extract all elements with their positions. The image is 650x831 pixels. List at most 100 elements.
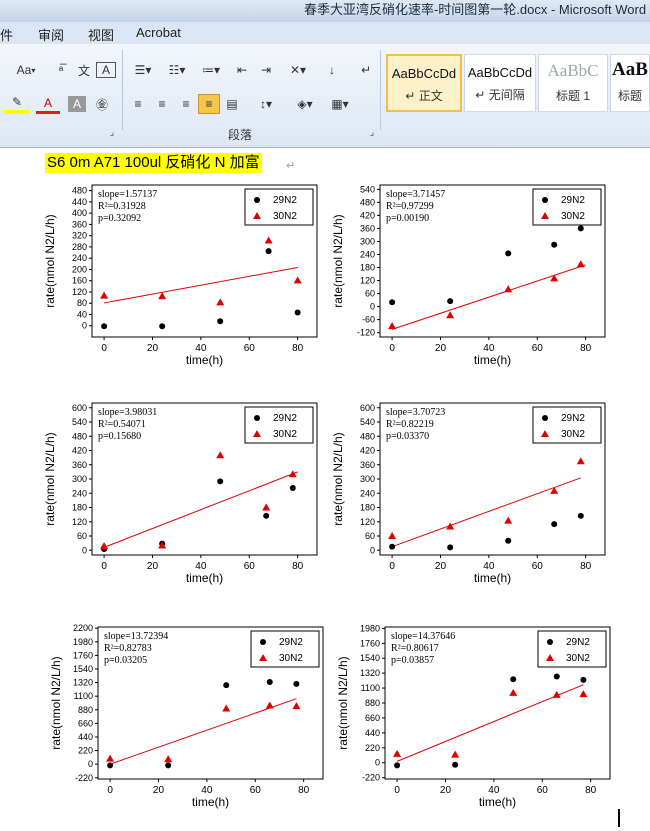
y-tick-label: 1980 <box>360 623 380 633</box>
point-29n2 <box>107 762 114 769</box>
point-29n2 <box>217 318 224 325</box>
align-right-icon[interactable]: ≡ <box>182 97 190 111</box>
style-heading-1[interactable]: AaBbC 标题 1 <box>538 54 608 112</box>
y-tick-label: 120 <box>72 517 87 527</box>
point-29n2 <box>577 512 584 519</box>
document-page[interactable]: S6 0m A71 100ul 反硝化 N 加富 ↵ 0 40 80 120 160 20… <box>0 149 650 831</box>
y-tick-label: 1540 <box>73 664 93 674</box>
enclosed-char-icon[interactable]: ㊎ <box>95 97 108 112</box>
multilevel-list-icon[interactable]: ≔▾ <box>201 63 221 77</box>
y-tick-label: 0 <box>82 545 87 555</box>
y-tick-label: 600 <box>72 403 87 413</box>
tab-review[interactable]: 审阅 <box>38 28 65 43</box>
y-tick-label: 0 <box>370 545 375 555</box>
point-30n2 <box>164 755 173 763</box>
point-30n2 <box>388 532 397 539</box>
x-tick-label: 0 <box>394 785 400 796</box>
change-case-button[interactable]: Aa ▾ <box>16 63 36 77</box>
y-tick-label: 120 <box>360 276 375 286</box>
point-30n2 <box>576 260 585 268</box>
x-tick-label: 20 <box>153 785 165 796</box>
x-tick-label: 20 <box>147 561 159 572</box>
line-spacing-icon[interactable]: ↕▾ <box>259 97 273 111</box>
tab-acrobat[interactable]: Acrobat <box>136 25 181 40</box>
legend-marker-29n2 <box>542 415 548 421</box>
x-axis-label: time(h) <box>186 353 223 367</box>
x-axis-label: time(h) <box>474 353 511 367</box>
point-29n2 <box>266 678 273 685</box>
y-tick-label: 480 <box>72 186 87 196</box>
style-normal[interactable]: AaBbCcDd ↵ 正文 <box>386 54 462 112</box>
highlight-color-icon[interactable]: ✎ <box>4 94 30 114</box>
align-left-icon[interactable]: ≡ <box>134 97 142 111</box>
style-title[interactable]: AaB 标题 <box>610 54 650 112</box>
point-29n2 <box>389 543 396 550</box>
point-30n2 <box>216 451 225 459</box>
y-tick-label: -220 <box>362 773 380 783</box>
point-29n2 <box>447 298 454 305</box>
window-title: 春季大亚湾反硝化速率-时间图第一轮.docx - Microsoft Word <box>303 2 647 17</box>
legend-marker-30n2 <box>546 654 554 661</box>
group-divider <box>380 50 381 130</box>
bullets-icon[interactable]: ☰▾ <box>134 63 152 77</box>
stats-line: R²=0.82783 <box>104 643 152 654</box>
y-tick-label: 1100 <box>74 691 93 701</box>
borders-icon[interactable]: ▦▾ <box>331 97 349 111</box>
y-tick-label: 540 <box>360 184 375 194</box>
x-tick-label: 40 <box>483 561 495 572</box>
legend-label-29n2: 29N2 <box>279 637 303 648</box>
point-30n2 <box>106 754 115 762</box>
enclose-characters-icon[interactable]: A <box>96 62 116 78</box>
font-dialog-launcher-icon[interactable]: ⌟ <box>109 126 115 137</box>
point-29n2 <box>389 299 396 306</box>
y-tick-label: 400 <box>72 208 87 218</box>
point-30n2 <box>504 285 513 293</box>
x-tick-label: 0 <box>389 343 395 354</box>
character-shading-icon[interactable]: A <box>68 96 86 112</box>
stats-line: slope=1.57137 <box>98 189 157 200</box>
decrease-indent-icon[interactable]: ⇤ <box>236 63 248 77</box>
y-tick-label: 0 <box>370 302 375 312</box>
tab-view[interactable]: 视图 <box>88 28 115 43</box>
chinese-layout-icon[interactable]: ✕▾ <box>289 63 307 77</box>
tab-partial[interactable]: 件 <box>0 28 14 43</box>
point-30n2 <box>262 503 271 511</box>
distributed-icon[interactable]: ▤ <box>226 97 238 111</box>
stats-line: slope=3.71457 <box>386 189 445 200</box>
y-tick-label: -220 <box>75 773 93 783</box>
point-29n2 <box>510 676 517 683</box>
shading-icon[interactable]: ◈▾ <box>297 97 313 111</box>
point-30n2 <box>393 749 402 757</box>
paragraph-dialog-launcher-icon[interactable]: ⌟ <box>369 126 375 137</box>
document-heading: S6 0m A71 100ul 反硝化 N 加富 <box>45 153 262 173</box>
phonetic-guide-icon[interactable]: ᵃ̅ <box>58 63 64 77</box>
character-border-icon[interactable]: 文 <box>77 63 90 78</box>
justify-icon[interactable]: ≡ <box>198 94 220 114</box>
y-tick-label: 300 <box>360 474 375 484</box>
x-tick-label: 80 <box>292 343 304 354</box>
font-color-icon[interactable]: A <box>36 94 60 114</box>
group-divider <box>122 50 123 130</box>
stats-line: slope=3.70723 <box>386 407 445 418</box>
point-30n2 <box>222 704 231 712</box>
point-30n2 <box>388 322 397 330</box>
x-tick-label: 80 <box>580 561 592 572</box>
y-tick-label: 440 <box>365 728 380 738</box>
y-axis-label: rate(nmol N2/L/h) <box>336 656 350 749</box>
style-no-spacing[interactable]: AaBbCcDd ↵ 无间隔 <box>464 54 536 112</box>
sort-icon[interactable]: ↓ <box>329 63 335 77</box>
numbering-icon[interactable]: ☷▾ <box>168 63 186 77</box>
legend-marker-30n2 <box>253 212 261 219</box>
y-tick-label: 2200 <box>73 623 93 633</box>
stats-line: p=0.03857 <box>391 655 434 666</box>
show-marks-icon[interactable]: ↵ <box>360 63 372 77</box>
x-tick-label: 80 <box>298 785 310 796</box>
align-center-icon[interactable]: ≡ <box>158 97 166 111</box>
increase-indent-icon[interactable]: ⇥ <box>260 63 272 77</box>
stats-line: R²=0.82219 <box>386 419 434 430</box>
y-tick-label: 300 <box>72 474 87 484</box>
scatter-chart: -120 -60 0 60 120 180 240 300 360 420 480 540 0 20 40 6… <box>331 184 606 367</box>
stats-line: p=0.32092 <box>98 213 141 224</box>
point-29n2 <box>580 676 587 683</box>
x-tick-label: 0 <box>101 561 107 572</box>
